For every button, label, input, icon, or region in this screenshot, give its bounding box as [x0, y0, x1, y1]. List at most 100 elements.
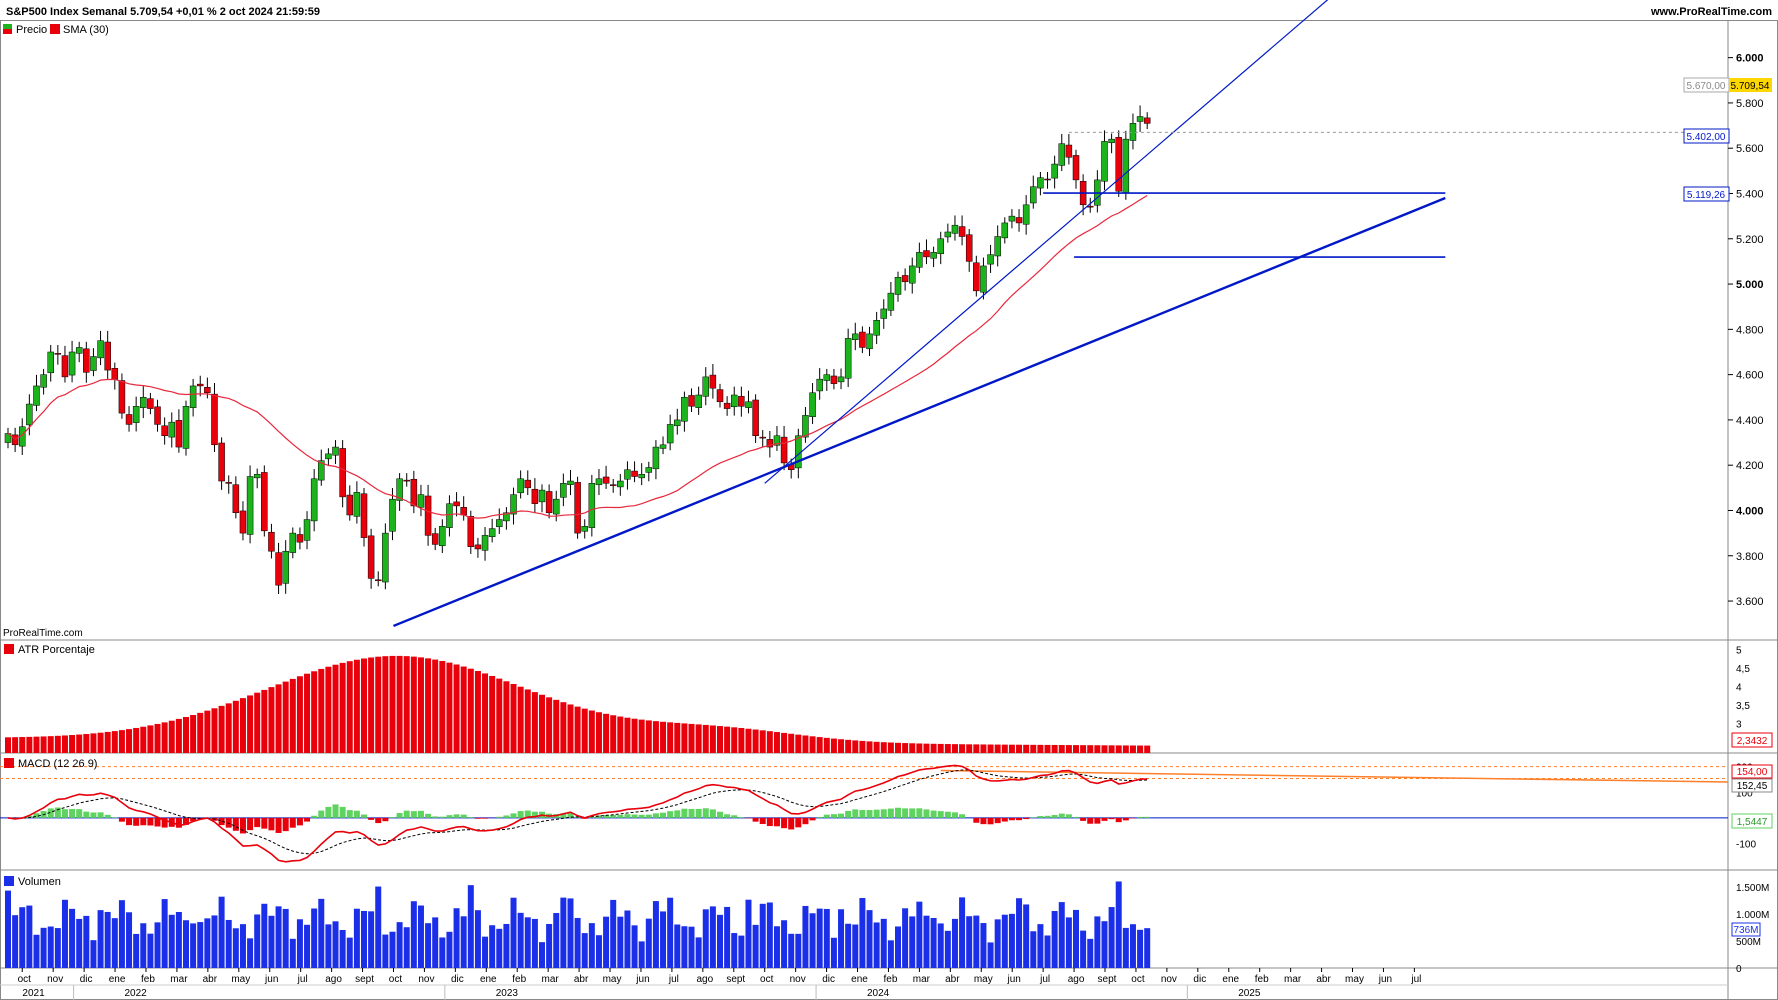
volume-bar [830, 937, 837, 968]
volume-bar [118, 900, 125, 968]
candle [1101, 130, 1108, 191]
macd-hist-bar [880, 809, 887, 818]
candle [1065, 133, 1073, 165]
atr-bar [410, 656, 417, 753]
candle-body [567, 480, 574, 485]
atr-bar [5, 737, 11, 753]
macd-hist-bar [845, 810, 852, 818]
macd-hist-bar [1094, 817, 1101, 824]
macd-hist-bar [69, 809, 76, 818]
candle [645, 461, 653, 482]
volume-bar [332, 921, 339, 968]
macd-hist-bar [1137, 816, 1144, 818]
macd-hist-bar [517, 811, 524, 818]
atr-tick-label: 3 [1736, 719, 1742, 730]
macd-hist-bar [731, 815, 738, 818]
macd-hist-bar [994, 817, 1001, 824]
volume-bar [731, 933, 738, 968]
atr-panel[interactable] [5, 655, 1151, 753]
macd-hist-bar [417, 810, 424, 818]
macd-hist-bar [1122, 817, 1129, 821]
volume-bar [225, 919, 232, 968]
volume-bar [239, 924, 246, 968]
macd-hist-bar [446, 815, 453, 818]
atr-bar [218, 705, 225, 753]
candle [1030, 175, 1037, 209]
atr-bar [909, 743, 916, 753]
svg-text:154,00: 154,00 [1737, 767, 1768, 778]
candle-body [980, 265, 987, 293]
volume-bar [1087, 938, 1094, 968]
candle [289, 527, 297, 559]
atr-bar [667, 722, 674, 753]
atr-bar [681, 723, 688, 753]
volume-bar [19, 907, 26, 968]
volume-panel[interactable] [5, 881, 1151, 968]
atr-bar [1044, 744, 1051, 753]
atr-bar [866, 741, 873, 753]
macd-hist-bar [645, 814, 652, 818]
macd-hist-bar [154, 817, 161, 827]
macd-legend[interactable]: MACD (12 26 9) [4, 758, 97, 770]
macd-hist-bar [859, 810, 866, 818]
candle-body [517, 478, 524, 494]
candle-body [132, 406, 140, 423]
month-label: mar [542, 974, 560, 985]
atr-bar [389, 655, 396, 753]
price-tick-label: 5.200 [1736, 234, 1764, 246]
volume-bar [553, 913, 560, 968]
candle [261, 465, 268, 537]
volume-bar [496, 928, 503, 968]
macd-hist-bar [638, 814, 645, 818]
legend-volume: Volumen [18, 876, 61, 888]
candle-body [488, 528, 496, 537]
candle-body [90, 356, 97, 371]
macd-hist-bar [959, 814, 966, 818]
volume-bar [951, 918, 958, 968]
volume-bar [289, 938, 296, 968]
candle-body [396, 478, 403, 501]
price-panel[interactable] [4, 0, 1728, 628]
volume-bar [581, 933, 588, 968]
atr-bar [19, 737, 26, 753]
volume-legend[interactable]: Volumen [4, 876, 61, 888]
candle [318, 449, 325, 486]
candle [916, 242, 923, 273]
candle [1015, 209, 1023, 232]
macd-hist-bar [118, 817, 125, 822]
candle [1129, 113, 1137, 150]
volume-bar [254, 914, 261, 968]
macd-hist-bar [1030, 817, 1037, 818]
chart-title: S&P500 Index Semanal 5.709,54 +0,01 % 2 … [6, 6, 320, 18]
brand-link[interactable]: www.ProRealTime.com [1650, 6, 1772, 18]
volume-bar [588, 923, 595, 968]
volume-bar [987, 942, 994, 968]
atr-bar [254, 692, 261, 753]
candle [1058, 133, 1066, 172]
svg-text:736M: 736M [1733, 925, 1758, 936]
macd-hist-bar [140, 817, 147, 826]
atr-legend[interactable]: ATR Porcentaje [4, 644, 95, 656]
candle-body [852, 333, 859, 341]
macd-panel[interactable] [0, 764, 1729, 863]
volume-bar [709, 906, 716, 968]
volume-bar [595, 935, 602, 968]
macd-hist-bar [90, 812, 97, 818]
volume-bar [410, 901, 417, 968]
price-legend[interactable]: Precio SMA (30) [3, 24, 109, 36]
atr-bar [1065, 745, 1072, 753]
atr-bar [432, 659, 439, 753]
volume-bar [702, 909, 709, 968]
volume-bar [382, 934, 389, 968]
atr-bar [574, 706, 581, 753]
volume-bar [759, 903, 766, 968]
candle-body [75, 347, 83, 354]
macd-hist-bar [951, 812, 958, 818]
candle-body [923, 250, 930, 258]
volume-bar [1023, 904, 1030, 968]
volume-bar [1080, 930, 1087, 968]
candle [631, 461, 638, 483]
atr-bar [225, 703, 232, 753]
volume-bar [126, 912, 133, 968]
